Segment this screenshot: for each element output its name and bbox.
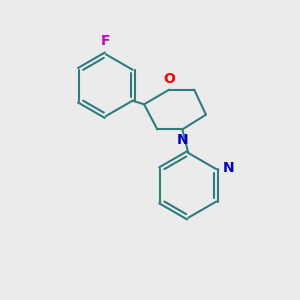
Text: O: O [163,72,175,86]
Text: N: N [223,161,234,175]
Text: F: F [101,34,111,48]
Text: N: N [177,133,188,147]
